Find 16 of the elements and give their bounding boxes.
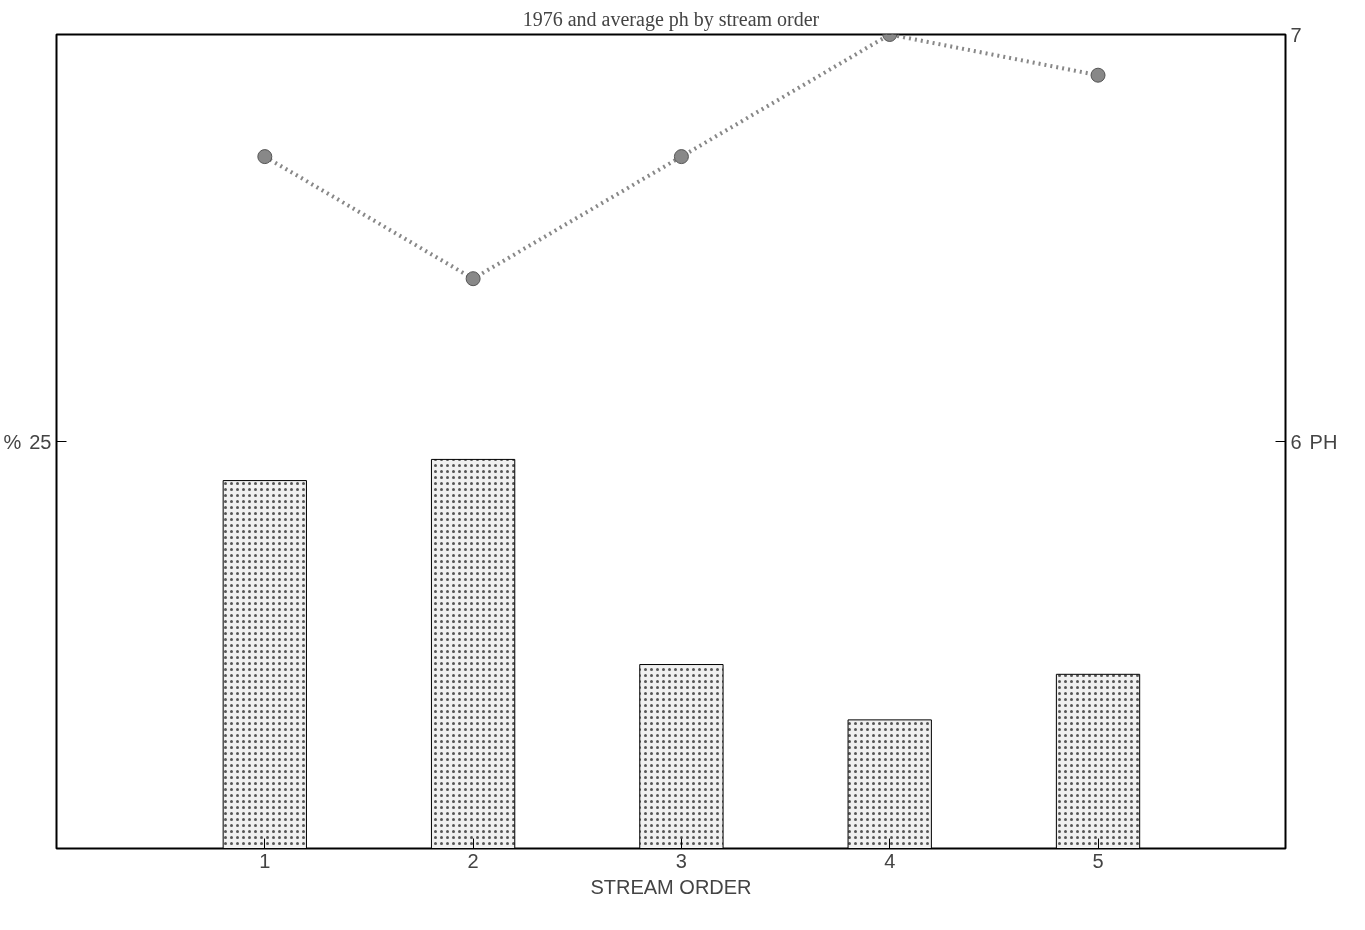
- y2-axis-title: PH: [1309, 430, 1338, 453]
- point: [465, 271, 481, 287]
- y-tick-label: 25: [29, 430, 52, 453]
- y2-tick-label: 6: [1290, 430, 1302, 453]
- x-tick-label: 4: [884, 849, 896, 872]
- y-axis-title: %: [3, 430, 22, 453]
- point: [1090, 67, 1106, 83]
- point: [257, 149, 273, 165]
- x-tick-label: 2: [467, 849, 479, 872]
- x-tick-label: 3: [675, 849, 687, 872]
- y2-tick-label: 7: [1290, 23, 1302, 46]
- x-tick-label: 1: [259, 849, 271, 872]
- chart-title: 1976 and average ph by stream order: [522, 7, 820, 31]
- point: [673, 149, 689, 165]
- x-tick-label: 5: [1092, 849, 1104, 872]
- x-axis-title: STREAM ORDER: [590, 875, 752, 898]
